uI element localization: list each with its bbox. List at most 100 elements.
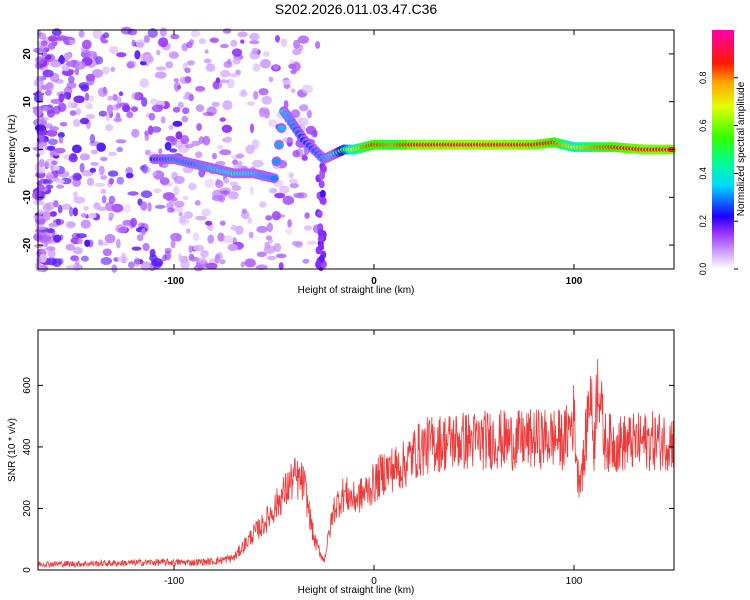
spectrogram-speckle	[45, 123, 53, 129]
spectrogram-speckle	[282, 137, 294, 143]
spectrogram-speckle	[42, 178, 54, 185]
spectrogram-speckle	[110, 66, 116, 73]
spectrogram-speckle	[154, 204, 166, 209]
spectrogram-speckle	[47, 138, 59, 145]
spectrogram-speckle	[81, 39, 92, 50]
spectrogram-speckle	[261, 95, 272, 105]
snr-background	[38, 330, 674, 570]
spectrogram-speckle	[53, 200, 59, 208]
spectrogram-speckle	[275, 253, 287, 259]
spectrogram-speckle	[35, 117, 42, 127]
spectrogram-speckle	[251, 139, 260, 150]
spectrogram-speckle	[115, 238, 121, 249]
spectrogram-speckle	[299, 104, 309, 112]
spectrogram-speckle	[100, 175, 107, 180]
spectrogram-speckle	[293, 39, 300, 50]
spectrogram-speckle	[170, 239, 176, 249]
spectrogram-speckle	[177, 101, 184, 109]
spectrogram-speckle	[253, 90, 259, 100]
spectrogram-speckle	[195, 215, 207, 221]
spectrogram-speckle	[35, 56, 45, 65]
spectrogram-speckle	[232, 57, 241, 65]
spectrogram-speckle	[61, 203, 72, 210]
colorbar-tick-label: 0.0	[698, 263, 708, 276]
spectrogram-speckle	[168, 124, 174, 131]
spectrogram-speckle	[86, 177, 95, 186]
spectrogram-speckle	[118, 91, 124, 96]
spectrogram-speckle	[57, 132, 65, 138]
spectrogram-speckle	[173, 207, 184, 213]
spectrogram-speckle	[35, 264, 44, 272]
spectrogram-speckle	[158, 37, 169, 48]
spectrogram-speckle	[51, 160, 58, 166]
snr-x-tick-label: 0	[371, 576, 377, 587]
spectrogram-speckle	[179, 76, 189, 84]
spectrogram-speckle	[219, 220, 226, 226]
spectrogram-speckle	[79, 153, 91, 161]
snr-y-tick-label: 200	[22, 500, 33, 517]
spectrogram-speckle	[39, 234, 52, 242]
spectrogram-speckle	[50, 61, 61, 68]
snr-y-tick-label: 600	[22, 377, 33, 394]
spectrogram-speckle	[182, 166, 194, 174]
spectrogram-speckle	[71, 144, 82, 154]
spectrogram-speckle	[278, 262, 284, 271]
spectrogram-speckle	[46, 109, 55, 118]
spectrogram-speckle	[181, 115, 189, 123]
spectrogram-speckle	[45, 82, 53, 90]
spectrogram-speckle	[306, 109, 312, 119]
spectrogram-speckle	[197, 257, 207, 264]
spectrogram-speckle	[256, 225, 268, 233]
spectrogram-speckle	[280, 38, 288, 47]
spectrogram-speckle	[219, 117, 226, 122]
snr-frame	[37, 329, 675, 571]
spectrogram-speckle	[320, 197, 327, 205]
spectrogram-speckle	[72, 246, 83, 255]
spectrogram-speckle	[42, 202, 52, 212]
spectrogram-image	[32, 26, 327, 273]
spectrogram-speckle	[223, 235, 234, 244]
snr-y-tick-label: 400	[22, 438, 33, 455]
snr-plot-area	[37, 359, 675, 569]
spectrogram-speckle	[215, 77, 221, 84]
spectrogram-speckle	[184, 67, 191, 74]
spectrogram-speckle	[212, 152, 217, 160]
spectrogram-speckle	[126, 61, 135, 69]
spectrogram-speckle	[259, 201, 267, 208]
spectrogram-speckle	[179, 215, 186, 224]
spectrogram-speckle	[219, 149, 232, 156]
spectrogram-speckle	[98, 110, 108, 117]
spectrogram-speckle	[143, 35, 150, 43]
spectrogram-speckle	[69, 206, 74, 217]
spectrogram-speckle	[107, 95, 113, 101]
spectrogram-speckle	[75, 108, 82, 116]
spectrogram-ridge-point	[270, 175, 278, 181]
spectrogram-speckle	[88, 95, 95, 103]
spectrogram-speckle	[269, 187, 278, 194]
spectrogram-speckle	[224, 177, 230, 184]
spectrogram-speckle	[227, 243, 238, 252]
spectrogram-speckle	[112, 93, 118, 102]
spectrogram-speckle	[256, 251, 267, 258]
spectrogram-speckle	[301, 84, 313, 94]
snr-axis-ticks: -100 0 100 0 200 400 600	[22, 330, 674, 587]
spectrogram-speckle	[249, 32, 260, 41]
spectrogram-speckle	[46, 228, 55, 234]
spectrogram-speckle	[42, 211, 51, 221]
spectrogram-speckle	[274, 192, 286, 199]
colorbar-tick-label: 0.4	[698, 167, 708, 180]
spectrogram-speckle	[165, 135, 176, 142]
spectrogram-speckle	[51, 28, 62, 37]
spectrogram-speckle	[170, 34, 180, 40]
spectrogram-speckle	[118, 226, 128, 234]
spectrogram-speckle	[139, 52, 151, 63]
spectrogram-speckle	[235, 153, 245, 159]
spectrogram-speckle	[222, 100, 233, 111]
spectrogram-speckle	[56, 35, 69, 41]
spectrogram-speckle	[72, 178, 82, 187]
spectrogram-speckle	[74, 174, 82, 180]
snr-line	[37, 359, 675, 569]
spectrogram-speckle	[67, 101, 75, 109]
spectrogram-speckle	[37, 32, 47, 40]
